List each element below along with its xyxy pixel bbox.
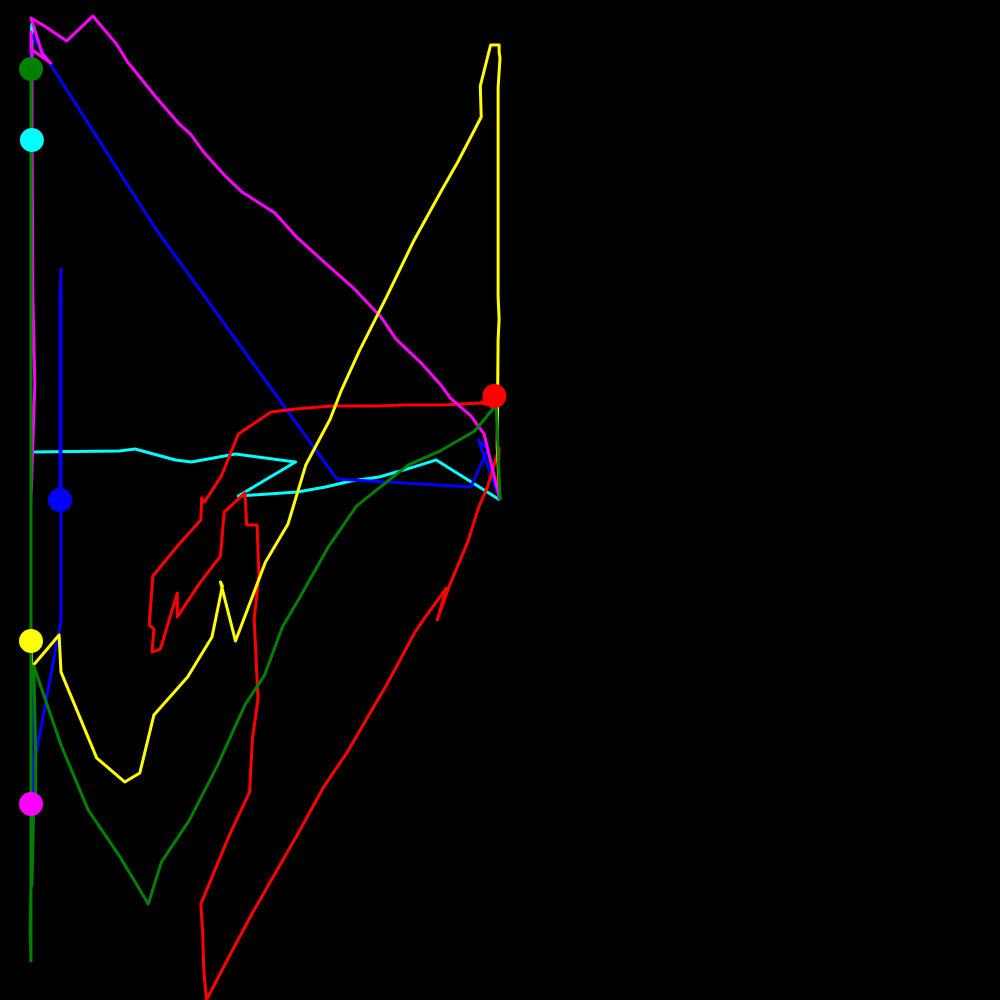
series-line-6 [28, 69, 502, 963]
series-line-2 [29, 32, 502, 794]
series-line-3 [147, 396, 502, 1000]
marker-layer [19, 57, 507, 816]
series-end-marker-1 [19, 128, 44, 152]
series-end-marker-6 [19, 57, 43, 81]
series-end-marker-5 [19, 629, 43, 653]
series-end-marker-3 [482, 384, 507, 408]
series-end-marker-4 [19, 792, 43, 816]
series-line-1 [29, 22, 501, 502]
series-line-5 [29, 43, 502, 784]
series-line-4 [29, 14, 502, 804]
series-layer [28, 14, 502, 1000]
series-end-marker-2 [48, 488, 73, 512]
